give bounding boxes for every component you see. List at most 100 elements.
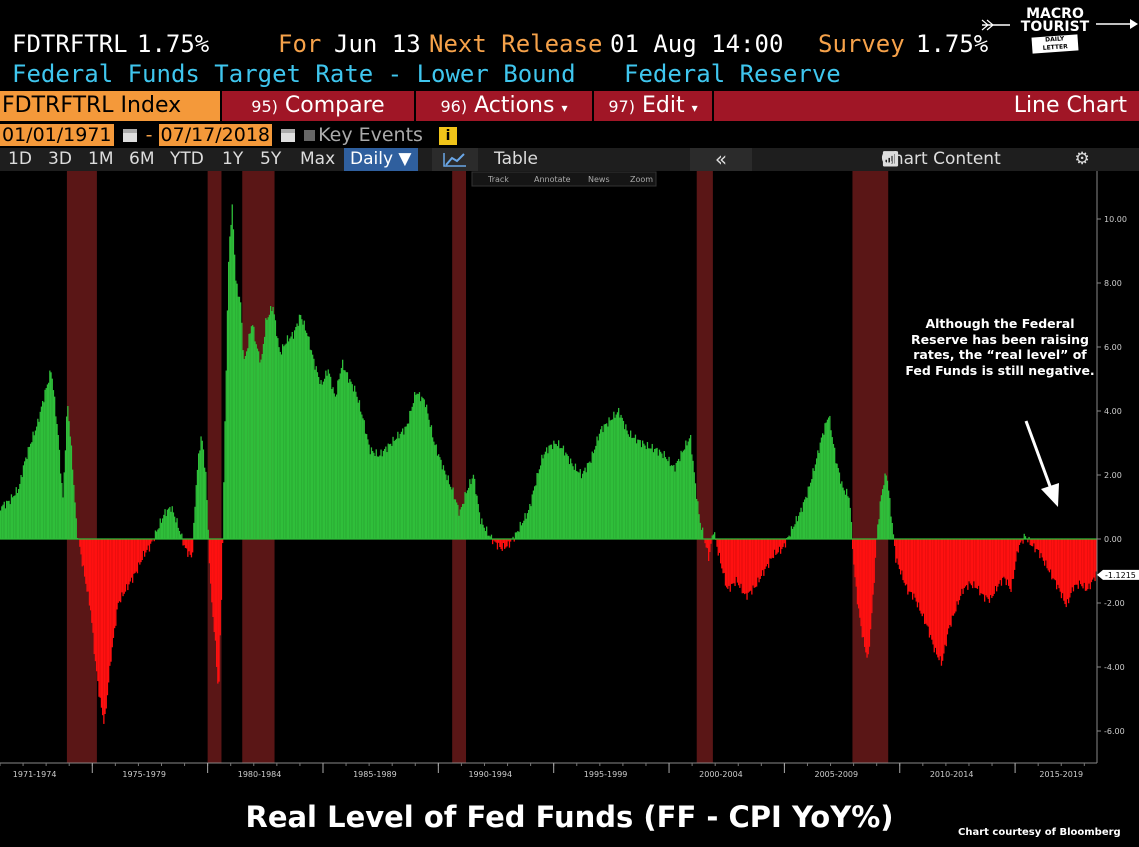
data-bar — [426, 404, 428, 539]
data-bar — [568, 464, 571, 539]
start-date-input[interactable]: 01/01/1971 — [0, 124, 114, 146]
range-5y[interactable]: 5Y — [260, 149, 282, 169]
key-events-checkbox[interactable] — [304, 130, 316, 141]
data-bar — [883, 485, 885, 539]
data-bar — [67, 406, 69, 539]
data-bar — [472, 474, 475, 539]
start-calendar-icon[interactable] — [122, 129, 137, 142]
data-bar — [157, 529, 159, 539]
data-bar — [93, 539, 95, 655]
data-bar — [360, 411, 362, 539]
x-period-label: 2000-2004 — [699, 770, 743, 779]
data-bar — [837, 468, 839, 539]
chart-tool-zoom[interactable]: Zoom — [630, 175, 653, 184]
data-bar — [1015, 539, 1017, 562]
data-bar — [63, 472, 65, 539]
compare-button[interactable]: 95) Compare — [222, 91, 414, 121]
data-bar — [520, 525, 523, 539]
data-bar — [936, 539, 938, 655]
data-bar — [788, 535, 790, 539]
data-bar — [258, 351, 260, 539]
data-bar — [500, 539, 502, 550]
data-bar — [489, 536, 491, 539]
chart-area[interactable]: 10.00 8.00 6.00 4.00 2.00 0.00 -2.00 -4.00 -6.00… — [0, 171, 1139, 793]
data-bar — [711, 535, 713, 539]
data-bar — [784, 539, 787, 548]
data-bar — [859, 539, 861, 618]
data-bar — [760, 539, 763, 576]
end-calendar-icon[interactable] — [281, 129, 296, 142]
data-bar — [237, 296, 239, 539]
actions-menu[interactable]: 96) Actions ▾ — [416, 91, 592, 121]
data-bar — [550, 444, 553, 539]
data-bar — [494, 539, 496, 542]
range-1d[interactable]: 1D — [8, 149, 32, 169]
data-bar — [375, 449, 377, 539]
data-bar — [128, 539, 130, 585]
for-label: For — [278, 30, 322, 58]
data-bar — [307, 336, 309, 539]
data-bar — [24, 461, 26, 539]
data-bar — [46, 384, 49, 539]
data-bar — [577, 471, 579, 539]
data-bar — [62, 497, 64, 539]
data-bar — [688, 438, 691, 539]
data-bar — [717, 539, 719, 556]
collapse-button[interactable]: « — [690, 148, 752, 171]
data-bar — [952, 539, 955, 616]
chart-tool-news[interactable]: News — [588, 175, 610, 184]
data-bar — [453, 499, 455, 539]
data-bar — [236, 283, 238, 539]
data-bar — [661, 453, 663, 539]
next-release-label: Next Release — [429, 30, 603, 58]
data-bar — [403, 434, 405, 539]
data-bar — [796, 521, 799, 539]
chart-tools[interactable]: Track Annotate News Zoom — [471, 171, 657, 187]
data-bar — [968, 539, 970, 582]
data-bar — [925, 539, 927, 624]
data-bar — [594, 449, 596, 539]
chart-tool-annotate[interactable]: Annotate — [534, 175, 571, 184]
data-bar — [777, 539, 779, 553]
data-bar — [667, 461, 669, 539]
chart-tool-track[interactable]: Track — [487, 175, 509, 184]
data-bar — [1046, 539, 1048, 569]
end-date-input[interactable]: 07/17/2018 — [158, 124, 273, 146]
data-bar — [848, 497, 850, 539]
range-6m[interactable]: 6M — [129, 149, 155, 169]
data-bar — [999, 539, 1001, 581]
data-bar — [369, 454, 371, 539]
data-bar — [109, 539, 111, 666]
data-bar — [633, 437, 635, 539]
data-bar — [300, 315, 302, 539]
info-icon[interactable]: i — [439, 126, 457, 145]
data-bar — [884, 473, 886, 539]
data-bar — [483, 527, 485, 539]
range-3d[interactable]: 3D — [48, 149, 72, 169]
data-bar — [704, 539, 706, 544]
data-bar — [915, 539, 917, 602]
data-bar — [15, 487, 17, 539]
data-bar — [235, 280, 237, 539]
data-bar — [298, 314, 301, 539]
data-bar — [625, 424, 627, 539]
data-bar — [340, 367, 343, 539]
data-bar — [871, 539, 873, 614]
data-bar — [31, 442, 33, 539]
range-1y[interactable]: 1Y — [222, 149, 244, 169]
security-index-field[interactable]: FDTRFTRL Index — [0, 91, 220, 121]
range-1m[interactable]: 1M — [88, 149, 114, 169]
line-chart-toggle[interactable] — [432, 148, 478, 171]
range-ytd[interactable]: YTD — [170, 149, 204, 169]
data-bar — [824, 423, 826, 539]
data-bar — [246, 351, 248, 539]
edit-menu[interactable]: 97) Edit ▾ — [594, 91, 712, 121]
table-toggle[interactable]: Table — [494, 149, 538, 169]
data-bar — [1017, 539, 1019, 553]
chart-tools-bg — [471, 171, 657, 187]
data-bar — [927, 539, 929, 627]
data-bar — [723, 539, 725, 573]
frequency-dropdown[interactable]: Daily ▼ — [344, 148, 418, 171]
data-bar — [1003, 539, 1005, 577]
range-max[interactable]: Max — [300, 149, 336, 169]
